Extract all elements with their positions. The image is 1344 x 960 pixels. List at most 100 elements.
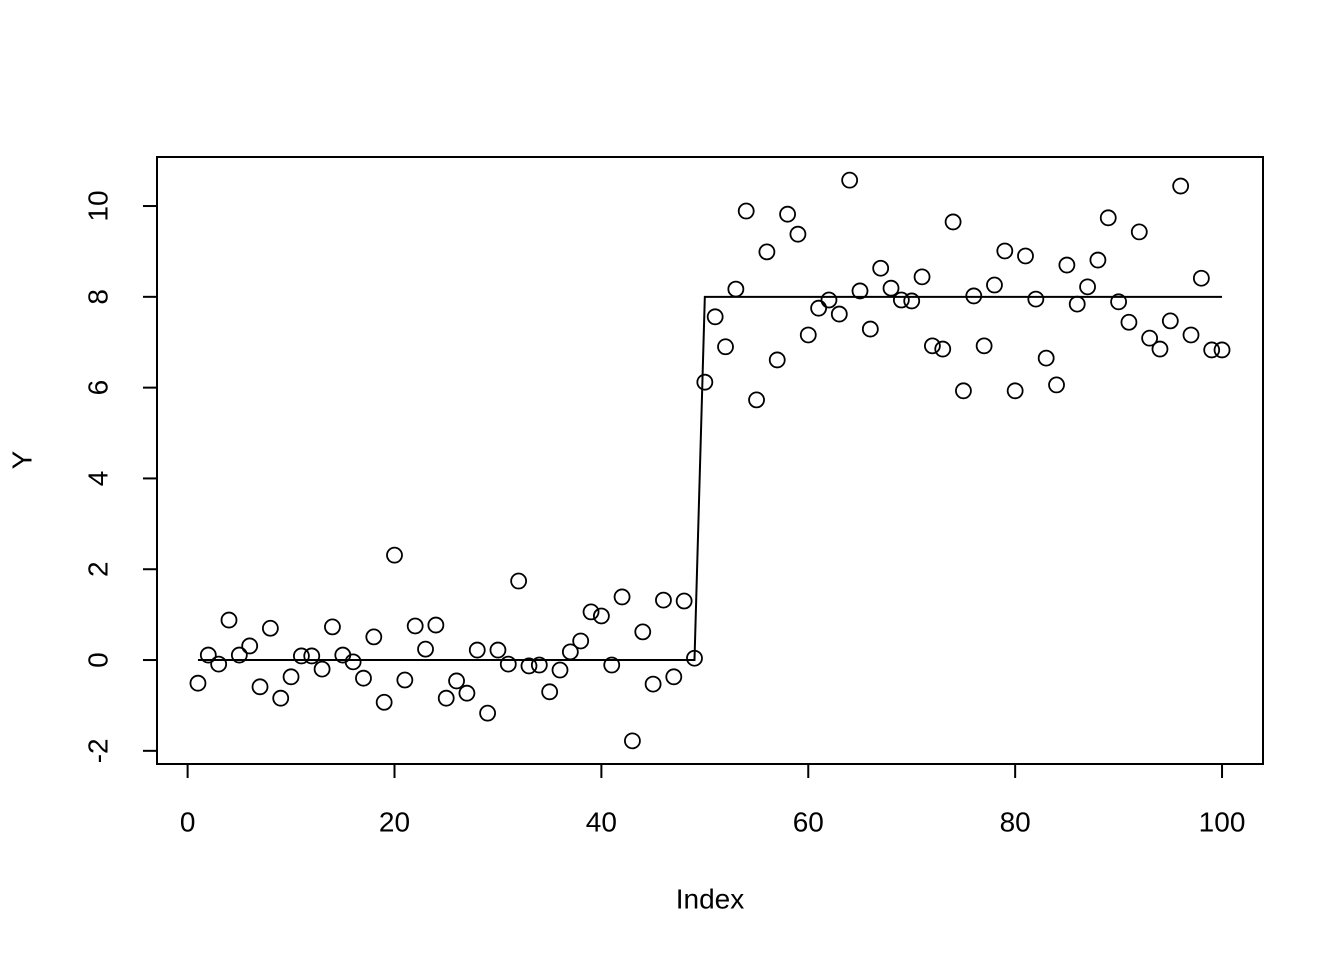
data-point (975, 337, 993, 355)
plot-frame (156, 156, 1264, 765)
data-point (530, 656, 548, 674)
data-point (872, 259, 890, 277)
data-point (1203, 341, 1221, 359)
data-point (427, 616, 445, 634)
data-point (406, 617, 424, 635)
data-point (365, 628, 383, 646)
data-point (934, 340, 952, 358)
data-point (499, 655, 517, 673)
data-point (789, 225, 807, 243)
data-point (810, 299, 828, 317)
data-point (748, 391, 765, 409)
x-tick-label: 0 (180, 806, 196, 837)
data-point (313, 660, 331, 678)
data-point (1058, 256, 1076, 274)
data-point (1151, 340, 1169, 358)
data-point (944, 213, 962, 231)
data-point (1037, 349, 1055, 367)
data-point (510, 572, 528, 590)
data-point (861, 320, 879, 338)
data-point (655, 591, 672, 609)
data-point (1120, 313, 1138, 331)
data-point (261, 619, 279, 637)
data-point (996, 242, 1014, 260)
data-point (986, 276, 1003, 294)
data-point (1161, 312, 1179, 330)
data-point (892, 291, 910, 309)
data-point (210, 655, 228, 673)
data-point (1182, 326, 1200, 344)
data-point (1110, 293, 1127, 311)
y-tick-label: -2 (82, 738, 113, 763)
y-tick-label: 10 (82, 190, 113, 221)
data-point (1141, 329, 1159, 347)
data-point (882, 279, 900, 297)
data-point (841, 171, 859, 189)
data-point (189, 674, 207, 692)
data-point (903, 292, 921, 310)
data-point (1099, 209, 1117, 227)
data-point (696, 373, 714, 391)
data-point (417, 640, 434, 658)
data-point (489, 641, 507, 659)
data-point (375, 693, 393, 711)
x-tick-label: 100 (1199, 806, 1246, 837)
data-point (293, 647, 310, 665)
data-point (1089, 251, 1107, 269)
data-point (737, 202, 755, 220)
data-point (479, 704, 497, 722)
data-point (199, 646, 217, 664)
y-axis-label: Y (6, 450, 37, 469)
data-point (830, 305, 848, 323)
data-point (768, 351, 786, 369)
data-point (355, 669, 372, 687)
data-point (324, 618, 341, 636)
data-point (665, 668, 683, 686)
data-point (1017, 247, 1034, 265)
data-point (582, 603, 600, 621)
data-point (955, 382, 972, 400)
data-point (717, 338, 734, 356)
data-point (241, 637, 259, 655)
x-axis-label: Index (676, 883, 745, 914)
data-point (386, 546, 403, 564)
data-point (624, 732, 641, 750)
data-point (448, 672, 465, 690)
data-point (851, 282, 869, 300)
data-point (1192, 269, 1210, 287)
data-point (1006, 382, 1024, 400)
x-tick-label: 60 (793, 806, 824, 837)
data-point (758, 243, 776, 261)
data-point (551, 661, 569, 679)
y-tick-label: 6 (82, 380, 113, 396)
y-tick-label: 4 (82, 471, 113, 487)
data-point (592, 607, 610, 625)
data-point (1130, 223, 1148, 241)
data-point (303, 647, 321, 665)
data-point (1172, 177, 1190, 195)
data-point (613, 588, 631, 606)
data-point (251, 678, 269, 696)
data-point (1079, 278, 1096, 296)
data-point (603, 656, 621, 674)
data-point (520, 657, 538, 675)
y-tick-label: 2 (82, 561, 113, 577)
data-point (458, 684, 476, 702)
y-tick-label: 8 (82, 289, 113, 305)
data-point (220, 611, 238, 629)
data-point (799, 326, 817, 344)
data-point (644, 675, 662, 693)
x-tick-label: 40 (586, 806, 617, 837)
data-point (727, 280, 745, 298)
data-point (913, 268, 931, 286)
data-point (541, 683, 559, 701)
data-point (1027, 290, 1045, 308)
x-tick-label: 80 (1000, 806, 1031, 837)
y-tick-label: 0 (82, 652, 113, 668)
data-point (272, 689, 290, 707)
data-point (675, 592, 693, 610)
data-point (923, 337, 941, 355)
x-tick-label: 20 (379, 806, 410, 837)
data-point (468, 641, 486, 659)
